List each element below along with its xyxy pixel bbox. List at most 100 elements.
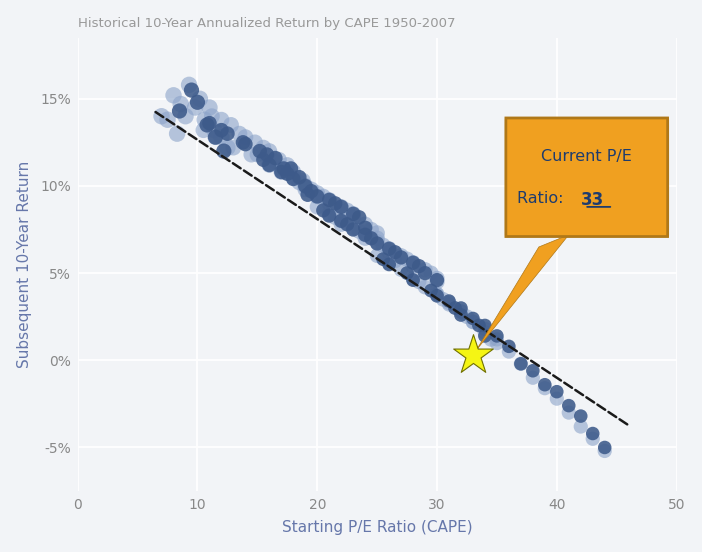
Point: [359, 220, 371, 229]
Point: [336, 203, 347, 211]
Point: [258, 156, 269, 164]
Point: [305, 187, 317, 195]
Point: [378, 255, 389, 264]
Point: [264, 159, 275, 168]
Point: [246, 150, 257, 159]
Point: [347, 225, 359, 234]
Point: [468, 314, 479, 323]
Point: [575, 412, 586, 421]
Point: [264, 147, 275, 156]
Point: [186, 86, 197, 94]
Point: [192, 98, 203, 107]
Point: [324, 195, 335, 204]
Point: [210, 132, 221, 141]
Point: [206, 112, 218, 121]
Point: [324, 209, 335, 218]
Point: [258, 143, 269, 152]
Point: [330, 199, 341, 208]
Point: [419, 269, 430, 278]
Point: [527, 373, 538, 382]
Point: [300, 182, 311, 190]
Point: [210, 132, 221, 141]
Point: [276, 168, 287, 177]
Point: [456, 304, 467, 312]
Point: [218, 147, 230, 156]
Point: [347, 213, 359, 222]
Point: [468, 317, 479, 326]
Point: [432, 275, 443, 284]
Point: [261, 150, 272, 159]
Point: [390, 248, 401, 257]
Point: [312, 192, 323, 201]
Point: [395, 251, 406, 260]
Point: [302, 190, 313, 199]
Point: [371, 239, 383, 248]
Point: [312, 203, 323, 211]
Point: [407, 258, 418, 267]
Point: [293, 178, 305, 187]
Point: [515, 359, 526, 368]
Point: [330, 213, 341, 222]
Point: [402, 269, 413, 278]
Point: [305, 185, 317, 194]
Point: [252, 150, 263, 159]
Y-axis label: Subsequent 10-Year Return: Subsequent 10-Year Return: [17, 161, 32, 368]
Point: [317, 192, 329, 201]
Point: [288, 173, 299, 182]
Point: [407, 274, 418, 283]
Point: [270, 157, 281, 166]
Point: [183, 81, 194, 89]
Point: [354, 227, 365, 236]
Point: [194, 94, 206, 103]
Point: [336, 220, 347, 229]
Point: [300, 182, 311, 190]
Point: [432, 278, 443, 286]
Point: [208, 126, 220, 135]
Point: [599, 443, 610, 452]
Text: Historical 10-Year Annualized Return by CAPE 1950-2007: Historical 10-Year Annualized Return by …: [78, 17, 455, 30]
Point: [449, 304, 461, 312]
Point: [432, 274, 443, 283]
Point: [479, 321, 491, 330]
Point: [198, 126, 209, 135]
Text: Current P/E: Current P/E: [541, 149, 633, 164]
Point: [204, 103, 215, 112]
Point: [491, 335, 503, 344]
Point: [437, 295, 449, 304]
Point: [371, 234, 383, 243]
Point: [456, 307, 467, 316]
Point: [312, 189, 323, 198]
Point: [300, 182, 311, 190]
Point: [347, 209, 359, 218]
Point: [270, 153, 281, 162]
Point: [390, 257, 401, 266]
Point: [527, 367, 538, 375]
Point: [479, 332, 491, 341]
Point: [324, 195, 335, 204]
Point: [503, 347, 515, 356]
Point: [324, 211, 335, 220]
Point: [425, 286, 437, 295]
Point: [456, 307, 467, 316]
Point: [175, 99, 186, 108]
Point: [216, 115, 227, 124]
Point: [575, 422, 586, 431]
Point: [273, 156, 284, 164]
Point: [199, 115, 211, 124]
Point: [366, 225, 377, 234]
Point: [222, 129, 233, 138]
Point: [587, 429, 598, 438]
X-axis label: Starting P/E Ratio (CAPE): Starting P/E Ratio (CAPE): [282, 521, 472, 535]
Point: [383, 245, 395, 253]
Point: [264, 161, 275, 169]
Point: [293, 173, 305, 182]
Point: [468, 317, 479, 326]
Point: [190, 103, 201, 112]
Point: [407, 262, 418, 270]
Point: [201, 120, 213, 129]
Point: [156, 112, 167, 121]
Point: [587, 434, 598, 443]
Point: [300, 185, 311, 194]
Point: [216, 126, 227, 135]
Point: [162, 115, 173, 124]
